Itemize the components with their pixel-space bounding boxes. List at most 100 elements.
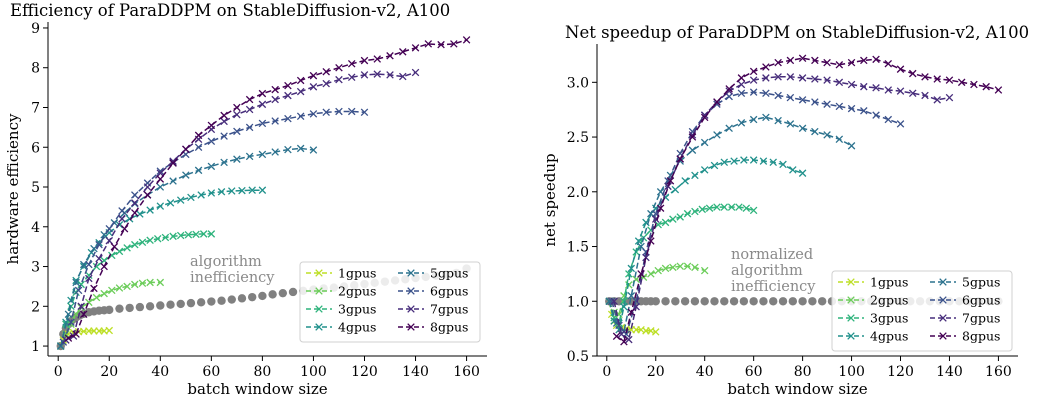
data-point xyxy=(322,67,330,76)
data-point xyxy=(123,282,131,291)
data-point xyxy=(92,262,101,271)
data-point xyxy=(386,71,394,79)
legend: 1gpus 2gpus 3gpus 4gpus 5gpus 6gpus 7gpus 8gpus xyxy=(299,261,481,343)
legend-marker xyxy=(407,287,415,295)
data-point xyxy=(872,84,880,92)
y-tick-label: 2.0 xyxy=(567,185,589,201)
data-point xyxy=(798,169,807,177)
legend-entry: 2gpus xyxy=(838,293,908,308)
data-point xyxy=(169,232,177,241)
x-tick-label: 40 xyxy=(696,364,714,380)
data-point xyxy=(908,89,917,98)
algorithm-point xyxy=(808,297,817,306)
data-point xyxy=(386,52,394,60)
algorithm-point xyxy=(749,297,758,306)
data-point xyxy=(138,279,147,287)
data-point xyxy=(166,199,175,207)
data-point xyxy=(994,86,1003,94)
data-point xyxy=(896,87,905,95)
legend-entry: 5gpus xyxy=(930,275,1000,290)
data-point xyxy=(933,96,941,104)
legend-marker xyxy=(315,323,323,331)
data-point xyxy=(258,119,267,128)
data-point xyxy=(238,186,246,195)
series-line xyxy=(62,110,365,343)
series-line xyxy=(610,91,901,336)
data-point xyxy=(90,284,98,293)
data-point xyxy=(309,110,318,118)
data-point xyxy=(411,68,420,77)
algorithm-point xyxy=(176,299,185,309)
data-point xyxy=(131,209,139,217)
algorithm-point xyxy=(145,302,155,311)
data-point xyxy=(615,321,623,330)
data-point xyxy=(637,270,645,278)
algorithm-point xyxy=(651,297,660,306)
data-point xyxy=(335,107,343,116)
data-point xyxy=(860,82,868,91)
data-point xyxy=(347,73,356,82)
data-point xyxy=(700,138,709,147)
y-tick-label: 2 xyxy=(31,299,40,315)
data-point xyxy=(105,326,114,335)
annotation-text: algorithm xyxy=(190,254,262,270)
data-point xyxy=(654,220,662,229)
data-point xyxy=(85,260,93,269)
data-point xyxy=(811,98,819,106)
y-tick-label: 9 xyxy=(31,21,40,37)
data-point xyxy=(220,158,228,167)
data-point xyxy=(811,127,819,136)
data-point xyxy=(700,113,709,122)
data-point xyxy=(143,191,152,199)
series-line xyxy=(68,39,467,339)
data-point xyxy=(156,183,165,191)
annotation-text: inefficiency xyxy=(190,270,275,286)
legend-entry: 1gpus xyxy=(306,266,376,281)
data-point xyxy=(258,89,267,98)
algorithm-point xyxy=(247,292,257,302)
legend: 1gpus 2gpus 3gpus 4gpus 5gpus 6gpus 7gpus 8gpus xyxy=(831,270,1013,352)
data-point xyxy=(424,40,433,48)
x-tick-label: 20 xyxy=(100,364,118,380)
data-point xyxy=(115,284,124,292)
data-point xyxy=(399,72,407,81)
data-point xyxy=(786,93,795,102)
data-point xyxy=(284,114,292,123)
series-8gpus xyxy=(612,54,1003,346)
data-point xyxy=(77,302,85,311)
data-point xyxy=(661,264,670,273)
legend-marker xyxy=(847,314,855,322)
data-point xyxy=(727,203,736,211)
legend-marker xyxy=(407,305,415,313)
x-tick-label: 140 xyxy=(936,364,963,380)
data-point xyxy=(620,302,628,311)
data-point xyxy=(90,244,98,253)
data-point xyxy=(207,121,216,130)
data-point xyxy=(100,289,108,298)
legend-label: 7gpus xyxy=(430,302,468,317)
data-point xyxy=(72,278,80,287)
x-tick-label: 120 xyxy=(351,364,378,380)
data-point xyxy=(143,183,152,191)
data-point xyxy=(769,158,777,166)
data-point xyxy=(676,155,684,163)
data-point xyxy=(105,236,114,245)
data-point xyxy=(187,193,195,202)
data-point xyxy=(774,58,782,67)
data-point xyxy=(647,237,655,245)
x-tick-label: 160 xyxy=(453,364,480,380)
algorithm-point xyxy=(288,287,298,297)
data-point xyxy=(296,112,305,120)
data-point xyxy=(245,95,254,104)
data-point xyxy=(798,54,807,62)
y-tick-label: 0.5 xyxy=(567,349,589,365)
data-point xyxy=(296,144,305,153)
data-point xyxy=(67,318,75,326)
data-point xyxy=(688,146,697,154)
algorithm-point xyxy=(798,297,807,306)
data-point xyxy=(710,161,719,170)
data-point xyxy=(138,238,147,247)
data-point xyxy=(284,91,292,100)
data-point xyxy=(271,117,279,125)
legend-entry: 4gpus xyxy=(838,329,908,344)
